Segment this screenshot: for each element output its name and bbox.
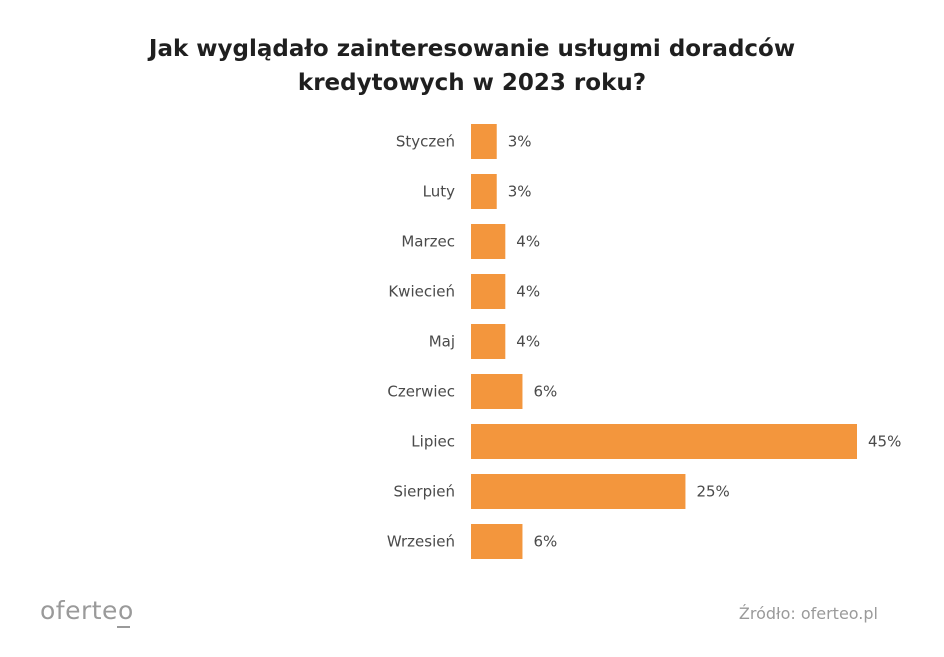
category-label: Marzec — [401, 233, 455, 251]
bar — [471, 174, 497, 209]
bar — [471, 474, 686, 509]
category-label: Wrzesień — [387, 533, 455, 551]
category-label: Luty — [423, 183, 455, 201]
oferteo-logo: oferteo — [40, 596, 134, 625]
bar — [471, 224, 506, 259]
chart-title-line-1: Jak wyglądało zainteresowanie usługmi do… — [148, 36, 796, 62]
bar — [471, 124, 497, 159]
source-note: Źródło: oferteo.pl — [738, 604, 878, 623]
value-label: 4% — [516, 333, 540, 351]
value-label: 3% — [508, 183, 532, 201]
bar — [471, 324, 506, 359]
bar — [471, 374, 523, 409]
category-label: Czerwiec — [387, 383, 455, 401]
value-label: 3% — [508, 133, 532, 151]
category-label: Styczeń — [396, 133, 455, 151]
bar — [471, 524, 523, 559]
bar — [471, 424, 857, 459]
category-label: Sierpień — [393, 483, 455, 501]
chart-title: Jak wyglądało zainteresowanie usługmi do… — [0, 32, 944, 100]
category-label: Kwiecień — [388, 283, 455, 301]
category-label: Maj — [429, 333, 455, 351]
chart-title-line-2: kredytowych w 2023 roku? — [297, 70, 647, 96]
value-label: 6% — [533, 533, 557, 551]
value-label: 45% — [868, 433, 901, 451]
bar — [471, 274, 506, 309]
logo-underline — [117, 626, 130, 628]
value-label: 4% — [516, 283, 540, 301]
value-label: 25% — [696, 483, 729, 501]
value-label: 4% — [516, 233, 540, 251]
category-label: Lipiec — [411, 433, 455, 451]
value-label: 6% — [533, 383, 557, 401]
